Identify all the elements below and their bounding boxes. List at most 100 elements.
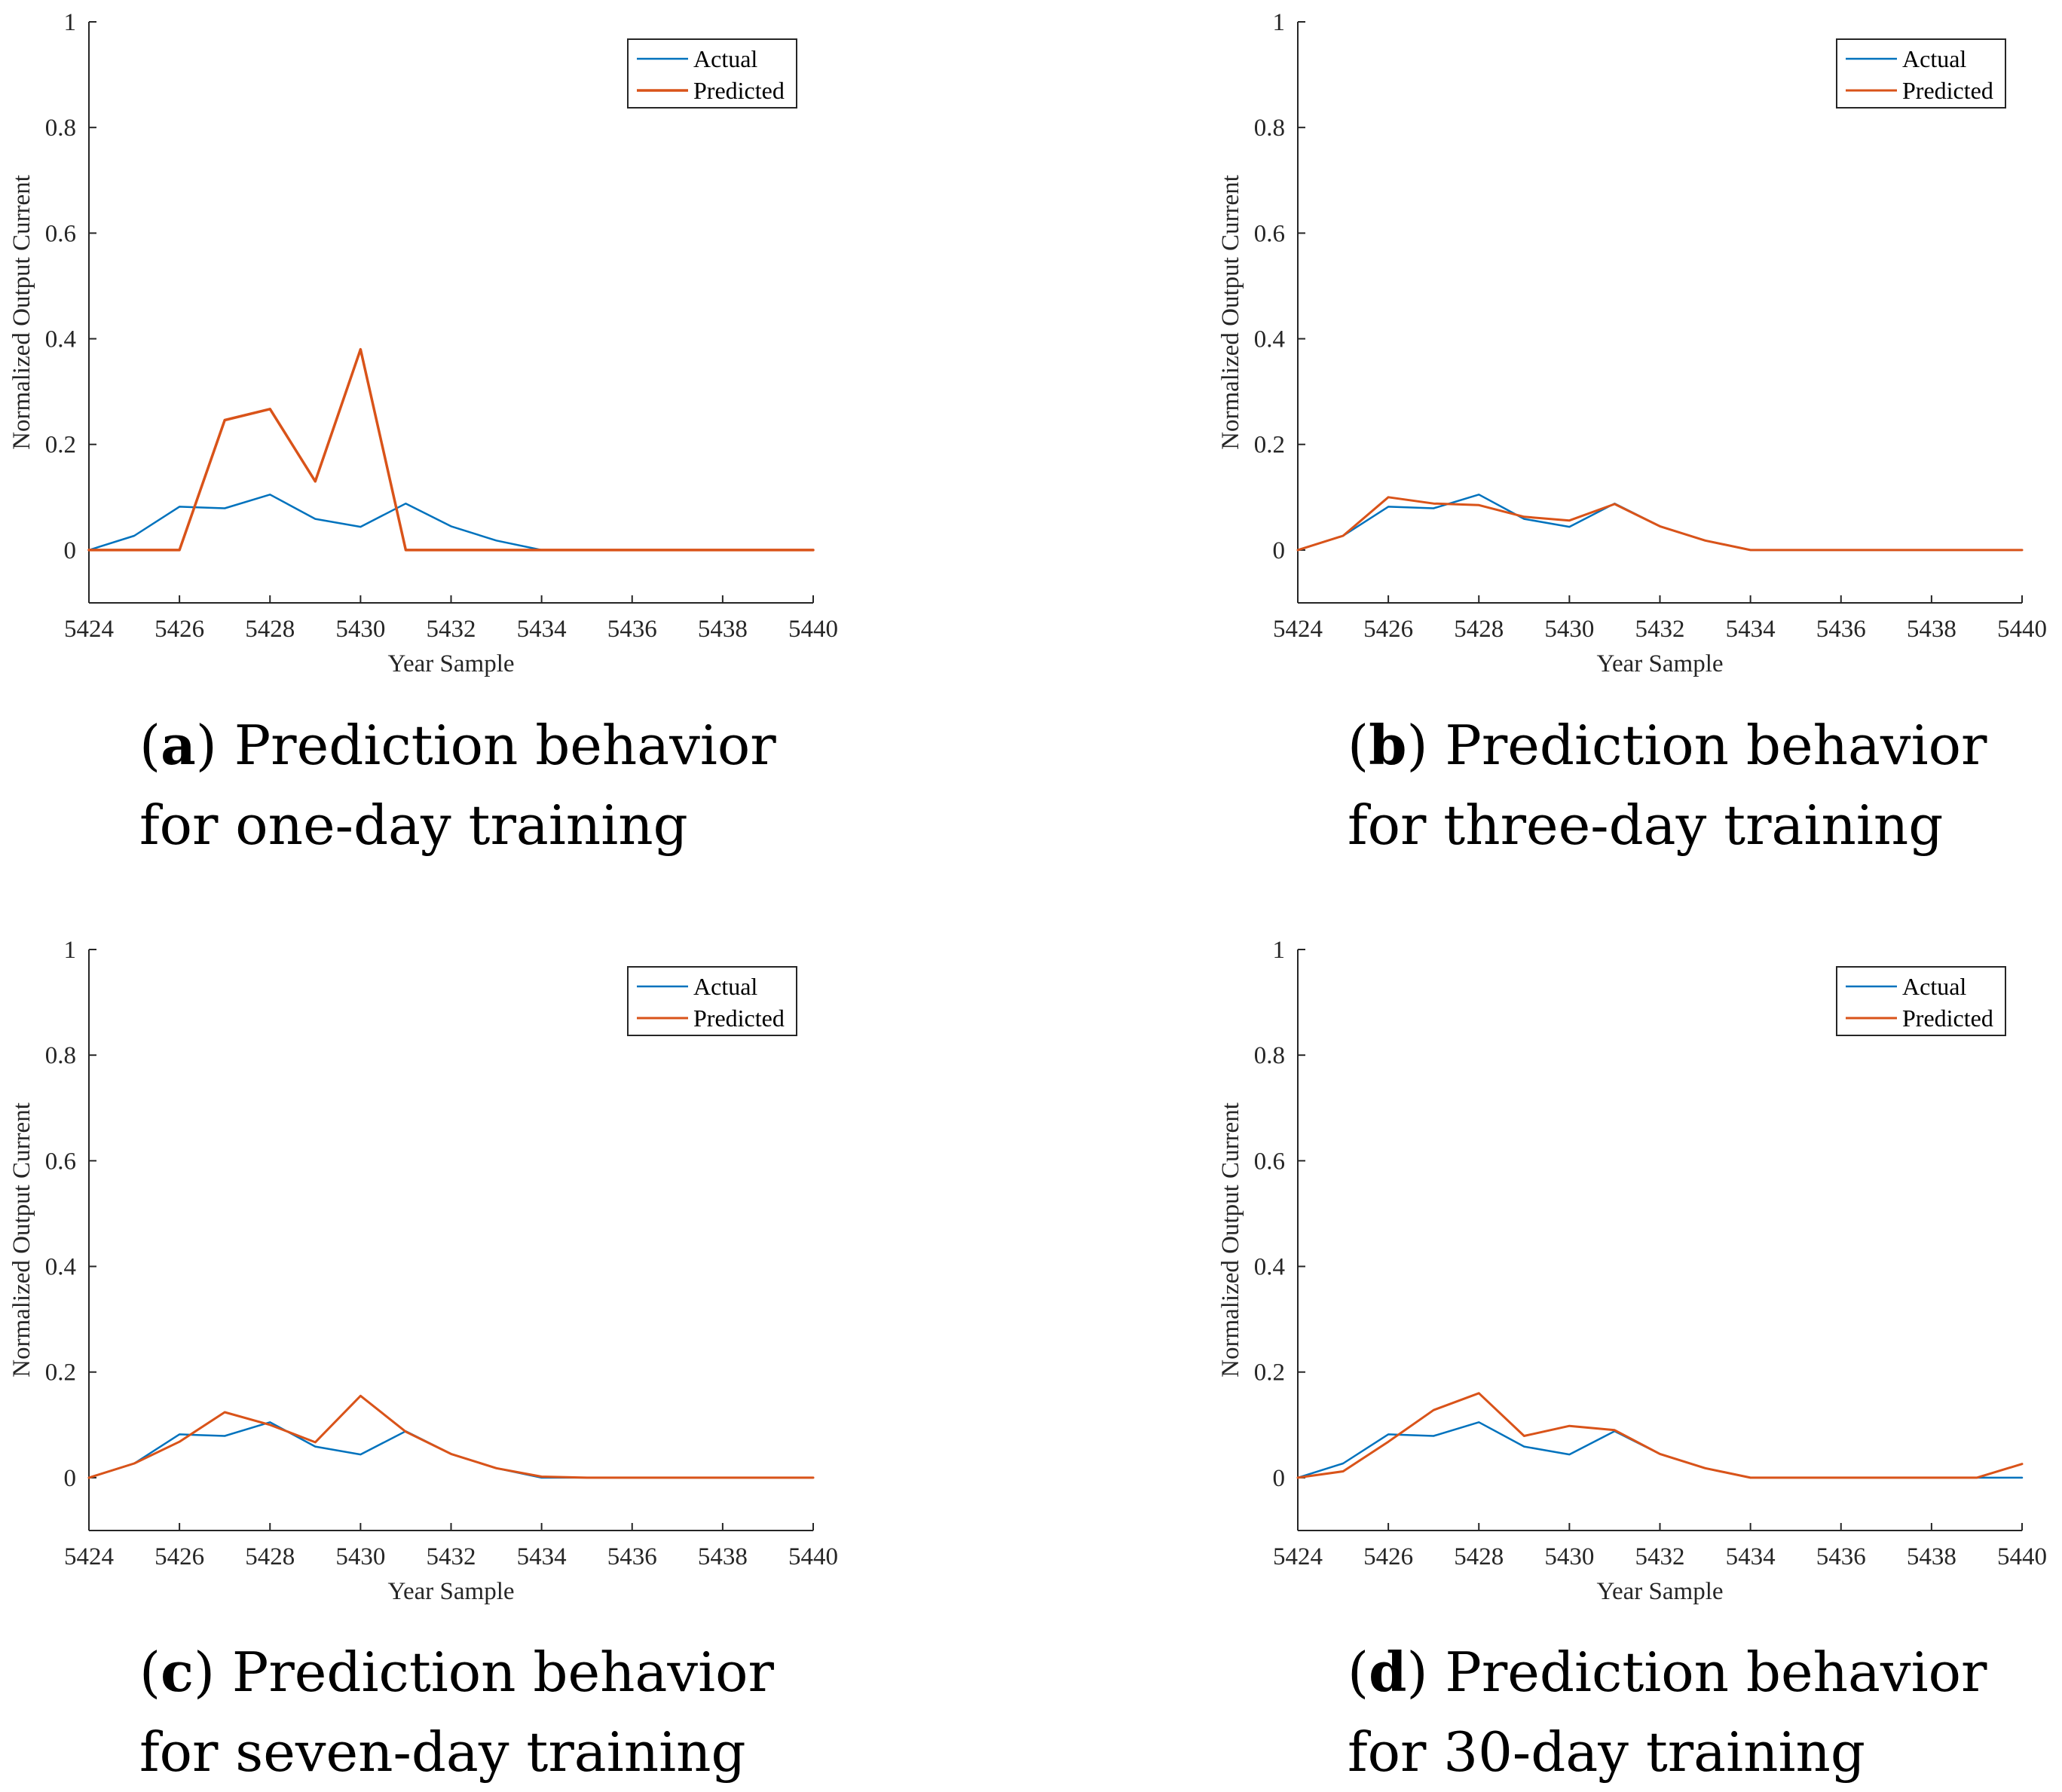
caption-line2: for one-day training	[139, 794, 688, 857]
legend-box	[1836, 966, 2006, 1036]
legend: Actual Predicted	[627, 38, 797, 109]
x-tick-label: 5424	[1273, 616, 1323, 643]
caption-b: (b) Prediction behavior for three-day tr…	[1348, 705, 1987, 865]
caption-line1: Prediction behavior	[234, 714, 776, 777]
caption-line1: Prediction behavior	[1445, 1641, 1987, 1704]
x-tick-label: 5424	[64, 616, 114, 643]
x-tick-label: 5426	[154, 1543, 204, 1570]
caption-line1: Prediction behavior	[1445, 714, 1987, 777]
caption-line2: for 30-day training	[1348, 1720, 1865, 1784]
x-tick-label: 5434	[1726, 616, 1776, 643]
legend-box	[1836, 38, 2006, 109]
chart-d: 5424 5426 5428 5430 5432 5434 5436 5438 5440 0 0.2…	[1217, 937, 2047, 1605]
x-tick-label: 5428	[245, 1543, 295, 1570]
y-tick-label: 0.4	[45, 1254, 76, 1281]
y-tick-label: 0.2	[45, 1359, 76, 1387]
x-tick-label: 5428	[1454, 1543, 1504, 1570]
x-tick-label: 5440	[788, 616, 838, 643]
x-tick-label: 5438	[1907, 616, 1956, 643]
y-tick-label: 1	[64, 937, 77, 964]
x-axis-title: Year Sample	[387, 1578, 514, 1605]
x-tick-label: 5426	[154, 616, 204, 643]
x-tick-label: 5430	[1544, 1543, 1594, 1570]
chart-a: 5424 5426 5428 5430 5432 5434 5436 5438 5440 0 0.2…	[8, 9, 838, 677]
series-line-predicted	[87, 347, 815, 552]
y-tick-label: 1	[64, 9, 77, 36]
y-tick-label: 0.6	[45, 1148, 76, 1175]
x-tick-label: 5430	[335, 616, 385, 643]
y-tick-label: 1	[1273, 9, 1286, 36]
y-axis-title: Normalized Output Current	[8, 175, 35, 450]
legend-label-actual: Actual	[693, 973, 757, 1000]
legend-label-predicted: Predicted	[693, 1005, 785, 1032]
caption-line2: for three-day training	[1348, 794, 1944, 857]
legend-label-predicted: Predicted	[1902, 1005, 1993, 1032]
legend-label-actual: Actual	[693, 45, 757, 72]
x-tick-label: 5438	[698, 616, 748, 643]
legend: Actual Predicted	[627, 966, 797, 1036]
x-axis-title: Year Sample	[1596, 1578, 1723, 1605]
x-tick-label: 5426	[1363, 1543, 1413, 1570]
caption-c: (c) Prediction behavior for seven-day tr…	[139, 1632, 774, 1792]
x-tick-label: 5434	[1726, 1543, 1776, 1570]
y-axis-title: Normalized Output Current	[1217, 175, 1244, 450]
y-tick-label: 0.2	[1254, 432, 1285, 459]
x-tick-label: 5426	[1363, 616, 1413, 643]
y-tick-label: 0.4	[45, 326, 76, 353]
y-tick-label: 0	[64, 1465, 77, 1492]
y-tick-label: 0	[1273, 537, 1286, 564]
x-axis-title: Year Sample	[1596, 650, 1723, 677]
legend-label-predicted: Predicted	[1902, 77, 1993, 104]
x-tick-label: 5430	[1544, 616, 1594, 643]
legend-box	[627, 38, 797, 109]
caption-d: (d) Prediction behavior for 30-day train…	[1348, 1632, 1987, 1792]
caption-line1: Prediction behavior	[231, 1641, 774, 1704]
y-tick-label: 1	[1273, 937, 1286, 964]
x-tick-label: 5432	[427, 616, 476, 643]
x-tick-label: 5436	[1816, 1543, 1866, 1570]
y-tick-label: 0.8	[1254, 115, 1285, 142]
x-tick-label: 5436	[607, 1543, 657, 1570]
x-tick-label: 5430	[335, 1543, 385, 1570]
legend-label-predicted: Predicted	[693, 77, 785, 104]
x-tick-label: 5438	[1907, 1543, 1956, 1570]
y-tick-label: 0.2	[45, 432, 76, 459]
x-tick-label: 5428	[245, 616, 295, 643]
y-tick-label: 0.6	[45, 220, 76, 247]
y-tick-label: 0.6	[1254, 220, 1285, 247]
x-tick-label: 5432	[427, 1543, 476, 1570]
y-tick-label: 0.4	[1254, 1254, 1285, 1281]
x-tick-label: 5424	[64, 1543, 114, 1570]
series-line-actual	[1296, 1421, 2024, 1479]
y-tick-label: 0.8	[45, 1042, 76, 1069]
x-tick-label: 5436	[1816, 616, 1866, 643]
caption-letter: d	[1369, 1640, 1407, 1704]
x-axis-title: Year Sample	[387, 650, 514, 677]
x-tick-label: 5438	[698, 1543, 748, 1570]
x-tick-label: 5428	[1454, 616, 1504, 643]
x-tick-label: 5432	[1635, 616, 1685, 643]
chart-b: 5424 5426 5428 5430 5432 5434 5436 5438 5440 0 0.2…	[1217, 9, 2047, 677]
x-tick-label: 5440	[1997, 1543, 2047, 1570]
y-axis-title: Normalized Output Current	[8, 1102, 35, 1378]
caption-a: (a) Prediction behavior for one-day trai…	[139, 705, 776, 865]
chart-c: 5424 5426 5428 5430 5432 5434 5436 5438 5440 0 0.2…	[8, 937, 838, 1605]
caption-letter: b	[1369, 713, 1407, 777]
legend-box	[627, 966, 797, 1036]
series-line-actual	[87, 494, 815, 552]
y-tick-label: 0	[1273, 1465, 1286, 1492]
y-tick-label: 0.4	[1254, 326, 1285, 353]
caption-line2: for seven-day training	[139, 1720, 746, 1784]
legend: Actual Predicted	[1836, 38, 2006, 109]
y-tick-label: 0.8	[45, 115, 76, 142]
x-tick-label: 5436	[607, 616, 657, 643]
series-line-predicted	[1296, 1392, 2024, 1479]
x-tick-label: 5432	[1635, 1543, 1685, 1570]
legend: Actual Predicted	[1836, 966, 2006, 1036]
y-axis-title: Normalized Output Current	[1217, 1102, 1244, 1378]
x-tick-label: 5434	[517, 1543, 567, 1570]
legend-label-actual: Actual	[1902, 45, 1966, 72]
x-tick-label: 5434	[517, 616, 567, 643]
caption-letter: c	[161, 1640, 194, 1704]
